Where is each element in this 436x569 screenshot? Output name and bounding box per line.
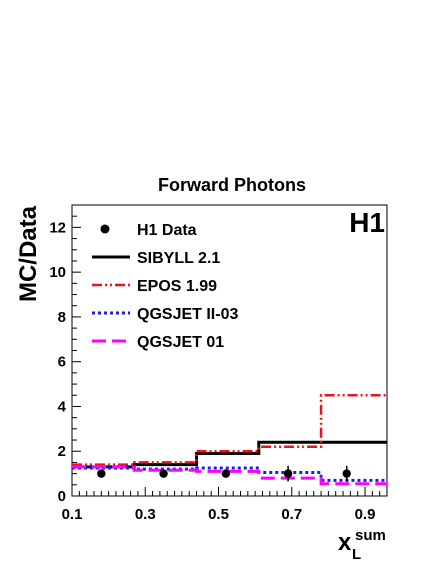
x-tick-label: 0.9 xyxy=(355,506,376,523)
x-axis-label: x sum L xyxy=(338,527,386,563)
x-axis-label-superscript: sum xyxy=(355,527,386,544)
chart-title: Forward Photons xyxy=(158,175,306,195)
x-axis-label-main: x xyxy=(338,529,352,556)
legend: H1 Data SIBYLL 2.1 EPOS 1.99 QGSJET II-03 QG… xyxy=(92,222,238,351)
y-tick-label: 10 xyxy=(49,264,66,281)
legend-label-series: QGSJET 01 xyxy=(137,334,224,351)
experiment-label: H1 xyxy=(349,207,385,238)
y-tick-label: 4 xyxy=(58,398,67,415)
y-tick-label: 2 xyxy=(58,443,66,460)
series-line xyxy=(72,394,387,466)
x-tick-label: 0.1 xyxy=(62,506,83,523)
data-point xyxy=(97,469,106,478)
data-point xyxy=(283,469,293,478)
x-axis-label-subscript: L xyxy=(352,546,361,563)
legend-label-series: EPOS 1.99 xyxy=(137,278,217,295)
legend-label-series: SIBYLL 2.1 xyxy=(137,250,220,267)
y-tick-label: 0 xyxy=(58,488,66,505)
y-tick-label: 8 xyxy=(58,309,66,326)
legend-label-series: QGSJET II-03 xyxy=(137,306,238,323)
legend-marker-data xyxy=(100,224,110,234)
x-tick-label: 0.5 xyxy=(208,506,229,523)
legend-label-data: H1 Data xyxy=(137,222,197,239)
y-axis-label: MC/Data xyxy=(15,205,42,302)
plot-area: 0.1 0.3 0.5 0.7 0.9 0 2 4 6 8 10 12 H1 Data SIBYLL 2.… xyxy=(49,204,388,523)
y-tick-label: 6 xyxy=(58,354,66,371)
data-point xyxy=(342,469,351,478)
data-point xyxy=(221,469,231,478)
y-tick-label: 12 xyxy=(49,219,66,236)
x-tick-label: 0.3 xyxy=(135,506,156,523)
data-point xyxy=(159,469,168,478)
x-tick-label: 0.7 xyxy=(281,506,302,523)
series-line xyxy=(72,440,387,469)
